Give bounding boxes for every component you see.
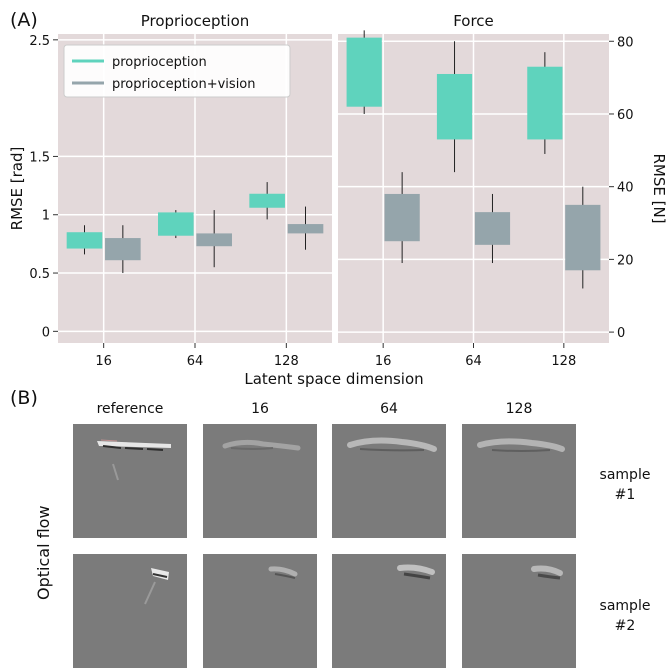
force-box-marks [346,30,601,289]
y-tick-label: 2.5 [29,34,50,49]
y-tick-label: 1.5 [29,150,50,165]
column-header-128: 128 [505,401,533,417]
force-ticks: 0 20 40 60 80 16 64 128 [375,35,634,369]
flow-image-16-sample-2 [203,554,317,668]
x-tick-label: 64 [465,354,482,369]
column-header-64: 64 [380,401,398,417]
box-plot-figure: 0 0.5 1 1.5 2.5 16 64 128 Proprioception RMSE [… [8,12,668,388]
legend: proprioception proprioception+vision [63,44,291,98]
panel-a-letter: (A) [10,9,38,31]
x-tick-label: 128 [274,354,299,369]
force-chart-title: Force [453,12,494,30]
box-mark [565,204,601,271]
x-axis-label: Latent space dimension [244,370,423,388]
x-tick-label: 16 [375,354,392,369]
proprioception-chart-title: Proprioception [141,12,250,30]
legend-box [63,44,291,98]
box-mark [346,37,382,107]
row-header-sample-2: sample #2 [590,596,660,636]
row-header-sample-2-line2: #2 [614,618,636,634]
box-mark [196,233,232,247]
box-mark [287,224,324,234]
flow-image-64-sample-2 [332,554,446,668]
y-tick-label: 1 [42,209,50,224]
box-mark [158,212,194,236]
row-header-sample-2-line1: sample [599,598,651,614]
y-tick-label: 60 [617,108,634,123]
y-tick-label: 20 [617,253,634,268]
row-header-sample-1: sample #1 [590,465,660,505]
column-header-16: 16 [251,401,269,417]
panel-b-letter: (B) [10,387,38,409]
y-tick-label: 80 [617,35,634,50]
x-tick-label: 128 [551,354,576,369]
y-tick-label: 0 [617,326,625,341]
force-y-axis-label: RMSE [N] [650,153,668,223]
box-mark [66,232,103,249]
y-tick-label: 40 [617,181,634,196]
flow-image-16-sample-1 [203,424,317,538]
proprioception-y-axis-label: RMSE [rad] [8,147,26,231]
force-axes: 0 20 40 60 80 16 64 128 Force RMSE [N] [338,12,668,369]
box-mark [249,193,285,208]
box-mark [105,238,141,261]
box-mark [436,73,473,140]
proprioception-ticks: 0 0.5 1 1.5 2.5 16 64 128 [29,34,298,369]
x-tick-label: 64 [187,354,204,369]
box-mark [527,66,563,140]
flow-image-64-sample-1 [332,424,446,538]
y-tick-label: 0.5 [29,267,50,282]
legend-entry-proprioception-vision: proprioception+vision [112,77,256,92]
row-header-sample-1-line1: sample [599,467,651,483]
flow-image-reference-sample-1 [73,424,187,538]
legend-entry-proprioception: proprioception [112,55,207,70]
flow-image-128-sample-1 [462,424,576,538]
row-header-sample-1-line2: #1 [614,487,636,503]
box-mark [474,212,511,245]
box-mark [384,193,420,242]
flow-image-128-sample-2 [462,554,576,668]
column-header-reference: reference [96,401,164,417]
flow-image-reference-sample-2 [73,554,187,668]
y-tick-label: 0 [42,325,50,340]
optical-flow-label: Optical flow [34,505,53,600]
force-gridlines [338,34,609,343]
x-tick-label: 16 [95,354,112,369]
proprioception-box-marks [66,182,324,274]
